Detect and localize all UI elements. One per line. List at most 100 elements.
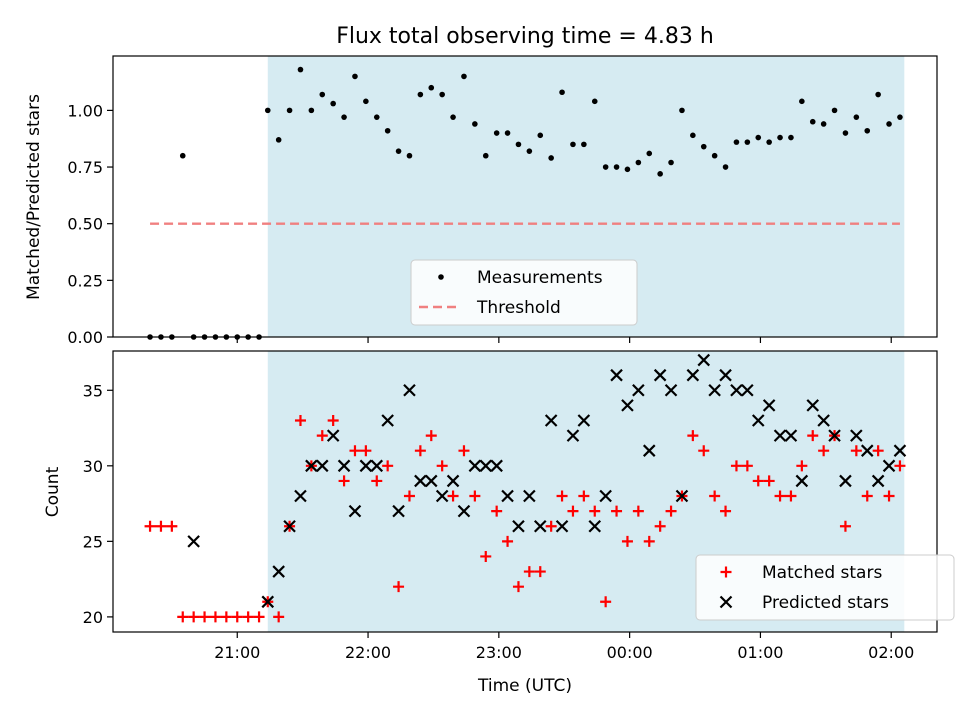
legend-count: Matched stars Predicted stars [695, 554, 955, 621]
predicted-point [664, 384, 678, 397]
y-tick-label: 0.50 [67, 215, 103, 234]
predicted-point [424, 474, 438, 488]
data-point [853, 114, 860, 120]
data-point [341, 114, 347, 120]
matched-point [709, 490, 721, 502]
data-point [319, 91, 326, 98]
matched-point [414, 445, 426, 457]
predicted-point [479, 459, 493, 473]
matched-point [425, 430, 437, 442]
predicted-point [501, 489, 514, 503]
matched-point [523, 566, 535, 578]
matched-point [665, 505, 677, 517]
y-tick-label: 1.00 [67, 101, 103, 120]
matched-point [774, 490, 786, 502]
data-point [668, 159, 674, 166]
matched-point [155, 520, 167, 532]
data-point [591, 98, 598, 105]
data-point [428, 84, 435, 91]
matched-point [818, 445, 830, 457]
predicted-point [370, 459, 384, 473]
predicted-point [675, 489, 689, 503]
predicted-point [762, 399, 776, 412]
data-point [875, 91, 881, 98]
matched-point [807, 430, 819, 442]
data-point [581, 141, 587, 148]
matched-point [294, 414, 306, 426]
x-tick-label: 21:00 [214, 643, 260, 662]
predicted-point [784, 429, 798, 442]
matched-point [611, 505, 623, 517]
y-tick-label: 25 [83, 532, 103, 551]
matched-point [393, 581, 405, 593]
matched-point [556, 490, 568, 502]
predicted-point [588, 519, 602, 533]
predicted-point [337, 459, 351, 473]
data-point [842, 130, 849, 136]
data-point [515, 141, 522, 148]
predicted-point [414, 474, 427, 488]
matched-point [338, 475, 350, 487]
data-point [613, 164, 620, 170]
matched-point [872, 445, 884, 457]
matched-point [480, 550, 492, 562]
data-point [777, 134, 783, 141]
y-tick-label: 0.25 [67, 271, 103, 290]
data-point [722, 164, 729, 170]
predicted-point [860, 444, 874, 457]
predicted-point [730, 384, 743, 397]
matched-point [382, 460, 394, 472]
matched-point [894, 460, 906, 472]
data-point [799, 98, 805, 105]
matched-point [567, 505, 579, 517]
data-point [788, 134, 794, 141]
predicted-point [555, 519, 569, 533]
predicted-point [187, 535, 200, 548]
predicted-point [457, 504, 471, 518]
matched-point [469, 490, 481, 502]
predicted-point [446, 474, 460, 488]
predicted-point [381, 414, 394, 427]
matched-point [436, 460, 448, 472]
predicted-point [806, 399, 820, 412]
matched-point [589, 505, 601, 517]
matched-point [687, 430, 699, 442]
data-point [363, 98, 369, 105]
predicted-point [817, 414, 830, 427]
data-point [733, 139, 740, 145]
matched-point [512, 581, 524, 593]
predicted-point [468, 459, 482, 473]
predicted-point [403, 384, 416, 397]
predicted-point [773, 429, 787, 442]
predicted-point [490, 459, 503, 473]
data-point [897, 114, 903, 120]
predicted-point [283, 519, 296, 533]
data-point [570, 141, 576, 148]
matched-point [698, 445, 710, 457]
y-tick-label: 20 [83, 608, 103, 627]
data-point [755, 134, 762, 141]
predicted-point [566, 429, 580, 442]
data-point [766, 139, 772, 145]
matched-point [730, 460, 742, 472]
legend-swatch [720, 566, 732, 578]
matched-point [578, 490, 590, 502]
data-point [297, 66, 304, 73]
predicted-point [653, 368, 667, 382]
matched-point [253, 611, 265, 623]
y-axis-label-ratio: Matched/Predicted stars [24, 94, 44, 300]
data-point [308, 107, 315, 114]
predicted-point [533, 519, 547, 533]
data-point [657, 171, 663, 177]
predicted-point [326, 429, 340, 442]
data-point [461, 73, 467, 80]
data-point [275, 137, 282, 143]
matched-point [502, 535, 514, 547]
data-point [537, 132, 544, 139]
data-point [831, 107, 838, 114]
matched-point [850, 445, 862, 457]
matched-point [177, 611, 189, 623]
count-panel: Count Time (UTC) 20 25 30 35 21:00 22:00 23:00… [43, 350, 955, 696]
predicted-point [632, 384, 645, 397]
